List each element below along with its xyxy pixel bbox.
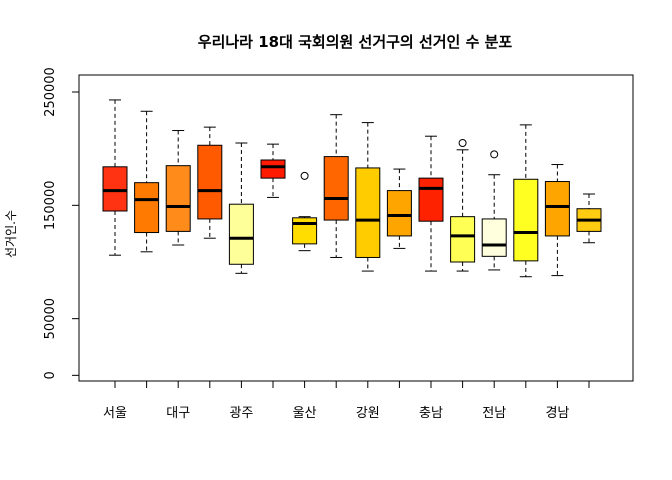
box-전남 <box>481 150 507 271</box>
box-iqr <box>260 159 286 179</box>
box-iqr <box>481 218 507 257</box>
box-iqr <box>165 165 191 232</box>
box-iqr <box>355 167 381 258</box>
box-경남 <box>544 164 570 277</box>
outlier-point <box>490 150 499 159</box>
box-충북 <box>386 168 412 249</box>
boxes-group <box>102 99 602 278</box>
outlier-point <box>458 139 467 147</box>
box-iqr <box>323 156 349 221</box>
box-iqr <box>134 182 160 234</box>
y-tick-label: 50000 <box>43 298 58 339</box>
box-대전 <box>260 143 286 198</box>
box-대구 <box>165 130 191 246</box>
box-부산 <box>134 110 160 253</box>
y-tick-label: 150000 <box>43 181 58 231</box>
box-강원 <box>355 122 381 272</box>
box-iqr <box>292 217 318 245</box>
box-iqr <box>418 177 444 222</box>
y-axis-label: 선거인.수 <box>4 210 18 258</box>
box-인천 <box>197 126 223 239</box>
y-tick-label: 250000 <box>43 67 58 117</box>
x-tick-label: 경남 <box>545 406 569 421</box>
box-경북 <box>513 124 539 278</box>
box-충남 <box>418 135 444 272</box>
box-전북 <box>450 139 476 272</box>
x-tick-label: 서울 <box>103 406 127 421</box>
x-axis: 서울 대구 광주 울산 강원 충남 전남 경남 <box>103 380 590 421</box>
outlier-point <box>300 171 309 180</box>
x-tick-label: 강원 <box>356 406 380 421</box>
x-tick-label: 대구 <box>166 406 190 421</box>
chart-title: 우리나라 18대 국회의원 선거구의 선거인 수 분포 <box>198 33 513 51</box>
box-서울 <box>102 99 128 256</box>
y-tick-label: 0 <box>43 371 58 379</box>
box-iqr <box>386 190 412 237</box>
box-광주 <box>228 142 254 274</box>
x-tick-label: 울산 <box>293 406 317 421</box>
box-iqr <box>544 181 570 237</box>
box-iqr <box>102 166 128 212</box>
box-iqr <box>513 178 539 262</box>
box-제주 <box>576 193 602 244</box>
x-tick-label: 충남 <box>419 406 443 421</box>
box-iqr <box>228 203 254 265</box>
box-iqr <box>450 216 476 263</box>
x-tick-label: 전남 <box>482 406 506 421</box>
y-axis: 0 50000 150000 250000 <box>43 67 80 379</box>
x-tick-label: 광주 <box>229 406 253 421</box>
box-경기 <box>323 114 349 258</box>
box-울산 <box>292 171 318 252</box>
box-iqr <box>197 144 223 220</box>
